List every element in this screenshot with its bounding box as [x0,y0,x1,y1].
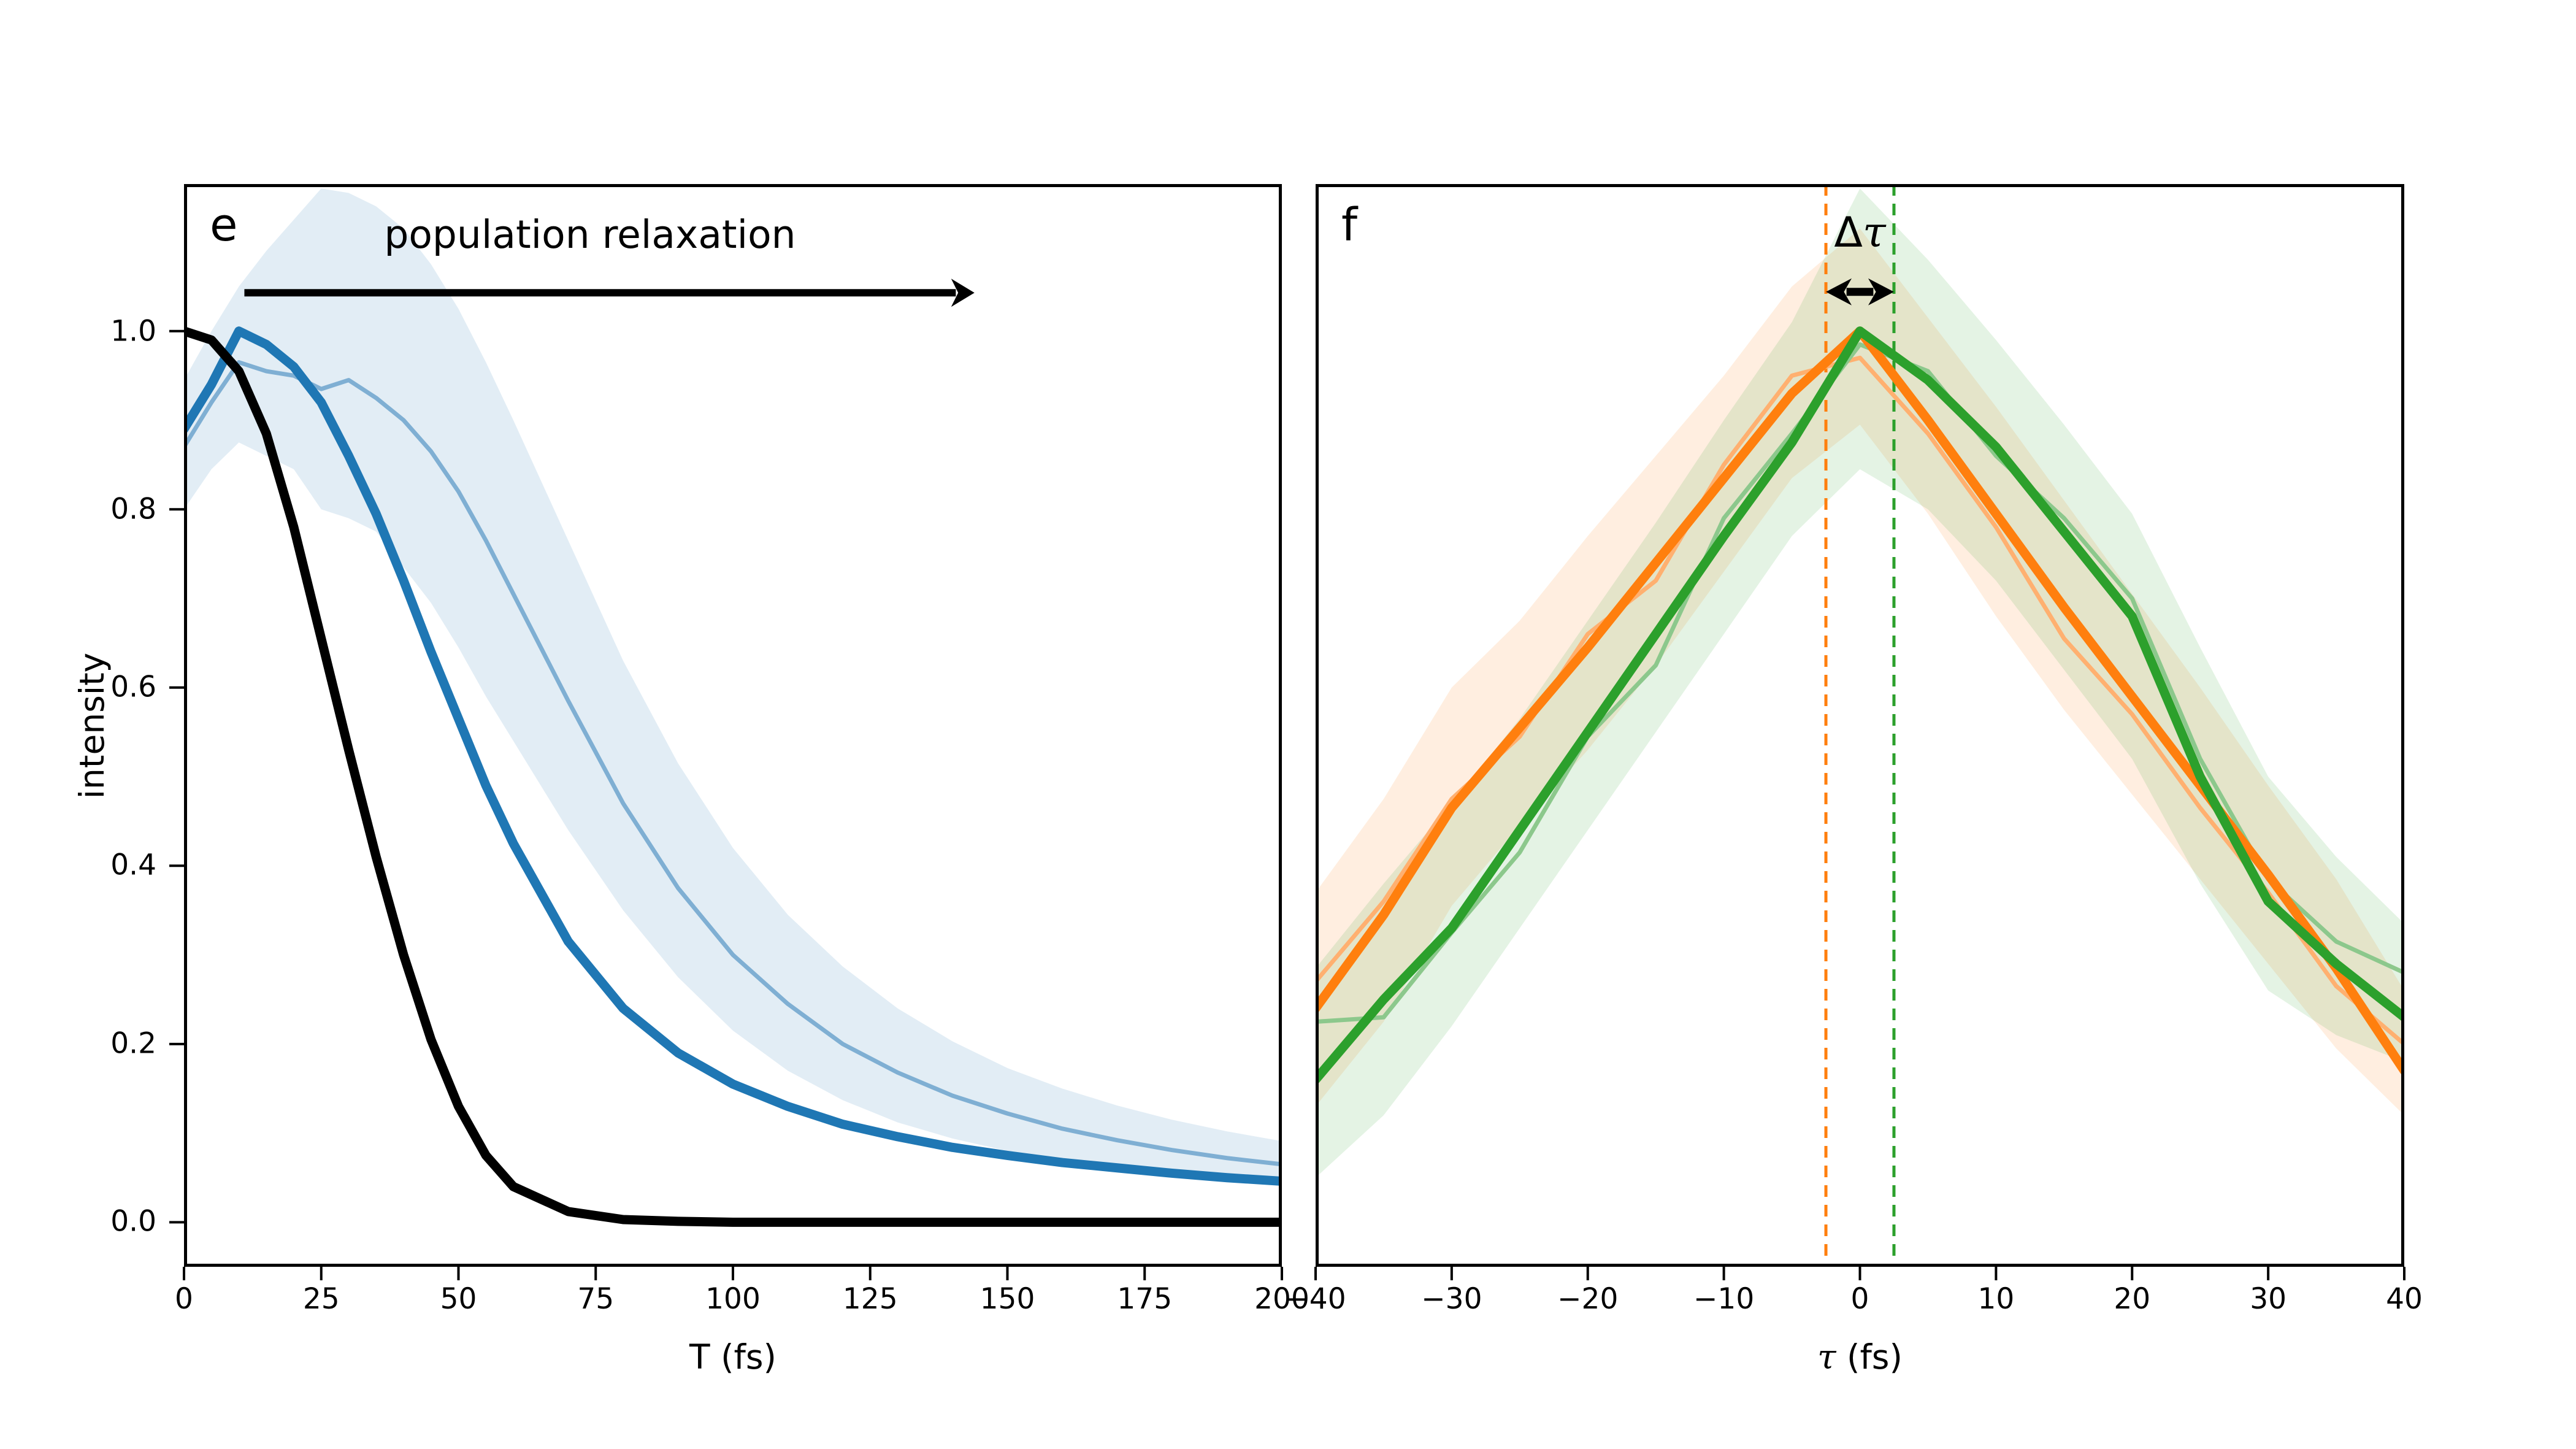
xtick-label: 50 [440,1282,477,1316]
tau-symbol: τ [1862,209,1886,257]
xtick-label: −30 [1421,1282,1482,1316]
panel-f: f Δτ [1314,184,2405,1280]
xtick-label: 75 [577,1282,615,1316]
xtick-label: 30 [2250,1282,2287,1316]
ytick-label: 1.0 [110,314,156,348]
xtick-label: −10 [1693,1282,1755,1316]
tau-axis-symbol: τ [1817,1337,1836,1377]
panel-e-yaxis-label: intensity [52,184,132,1267]
intensity-label: intensity [72,652,112,799]
panel-e: e population relaxation [169,184,1283,1280]
ytick-label: 0.4 [110,848,156,882]
xtick-label: 100 [705,1282,761,1316]
xtick-label: 0 [1850,1282,1869,1316]
ytick-label: 0.0 [110,1204,156,1239]
xtick-label: 175 [1117,1282,1173,1316]
population-relaxation-annotation: population relaxation [384,212,796,257]
xtick-label: 20 [2114,1282,2151,1316]
xtick-label: −40 [1285,1282,1346,1316]
panel-e-letter: e [210,199,238,252]
xtick-label: 150 [979,1282,1035,1316]
panel-f-canvas [1314,184,2405,1280]
ytick-label: 0.8 [110,492,156,526]
xtick-label: 40 [2386,1282,2423,1316]
panel-e-xtick-labels: 0 25 50 75 100 125 150 175 200 [175,1282,1309,1325]
delta-symbol: Δ [1834,209,1863,257]
panel-f-letter: f [1341,199,1358,252]
xtick-label: 0 [175,1282,193,1316]
xtick-label: 125 [842,1282,898,1316]
panel-e-canvas [169,184,1283,1280]
delta-tau-annotation: Δτ [1834,209,1885,257]
xtick-label: 200 [1254,1282,1309,1316]
ytick-label: 0.6 [110,670,156,704]
xtick-label: 25 [302,1282,340,1316]
tau-axis-unit: (fs) [1836,1337,1903,1377]
xtick-label: 10 [1977,1282,2015,1316]
panel-f-xtick-labels: −40 −30 −20 −10 0 10 20 30 40 [1285,1282,2423,1325]
panel-e-xaxis-label: T (fs) [689,1337,776,1377]
panel-f-xaxis-label: τ (fs) [1316,1337,2404,1377]
panel-e-ytick-labels: 1.0 0.8 0.6 0.4 0.2 0.0 [37,184,163,1267]
ytick-label: 0.2 [110,1026,156,1061]
xtick-label: −20 [1557,1282,1619,1316]
